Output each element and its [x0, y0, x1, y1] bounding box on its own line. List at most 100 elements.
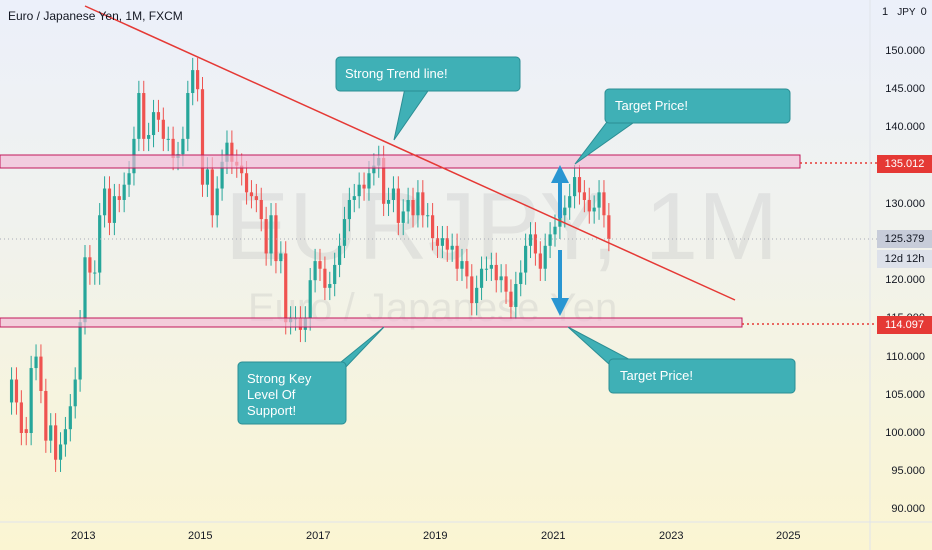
candle-up: [342, 219, 347, 246]
candle-down: [259, 199, 263, 220]
candle-down: [254, 196, 258, 200]
candle-up: [98, 215, 102, 273]
candle-down: [382, 157, 386, 204]
candle-up: [337, 245, 342, 265]
candle-down: [244, 173, 249, 193]
support-price-tag: 114.097: [877, 316, 932, 334]
candle-down: [509, 291, 513, 307]
candle-up: [191, 70, 195, 94]
candle-up: [313, 261, 317, 281]
y-tick-label: 90.000: [891, 503, 925, 516]
candle-up: [29, 368, 33, 433]
callout-target-up[interactable]: [574, 88, 791, 165]
candle-up: [563, 207, 567, 216]
candle-up: [519, 272, 523, 285]
candle-down: [284, 253, 288, 323]
candle-down: [602, 192, 606, 216]
candle-up: [93, 272, 97, 274]
callout-target-up-text: Target Price!: [615, 98, 688, 113]
candle-down: [587, 199, 591, 212]
callout-target-down[interactable]: [567, 326, 796, 394]
candle-up: [367, 173, 371, 189]
candle-up: [186, 93, 190, 139]
candle-up: [592, 207, 596, 212]
candle-down: [470, 276, 474, 304]
candle-down: [230, 142, 234, 162]
candle-down: [240, 165, 244, 174]
candle-down: [431, 215, 435, 239]
x-tick-label: 2025: [776, 530, 801, 542]
y-tick-label: 95.000: [891, 465, 925, 478]
callout-support-text: Strong Key Level Of Support!: [247, 371, 311, 419]
candle-up: [553, 226, 557, 235]
candle-down: [107, 188, 112, 223]
candle-down: [465, 261, 469, 277]
support-zone[interactable]: [0, 317, 743, 328]
candle-up: [572, 177, 577, 197]
y-tick-label: 145.000: [885, 83, 925, 96]
candle-up: [475, 287, 479, 304]
candle-up: [372, 165, 376, 174]
callout-support-line2: Level Of: [247, 387, 296, 402]
candle-up: [9, 379, 14, 403]
candle-down: [161, 119, 165, 139]
callout-trend[interactable]: [335, 56, 521, 141]
candle-down: [318, 261, 322, 269]
candle-up: [484, 268, 489, 270]
y-tick-label: 110.000: [886, 350, 925, 363]
candle-up: [63, 429, 68, 445]
candle-up: [58, 444, 63, 460]
candles-layer: [9, 57, 611, 472]
candle-down: [582, 192, 586, 200]
candle-down: [577, 177, 582, 193]
candle-up: [127, 173, 131, 185]
candle-down: [249, 192, 254, 197]
candle-up: [450, 245, 454, 250]
candle-down: [607, 215, 611, 239]
candle-up: [597, 192, 601, 208]
candle-up: [147, 135, 151, 139]
candle-up: [352, 196, 356, 200]
resistance-zone[interactable]: [0, 154, 801, 169]
candle-up: [137, 93, 141, 139]
candle-down: [533, 234, 538, 254]
currency-label[interactable]: 1 JPY 0: [882, 6, 927, 18]
candle-up: [347, 199, 351, 220]
target-down-arrow[interactable]: [551, 250, 569, 316]
candle-down: [156, 112, 161, 120]
candle-up: [489, 264, 493, 269]
candle-up: [102, 188, 107, 216]
callout-support[interactable]: [237, 326, 385, 425]
watermark-symbol: EURJPY, 1M: [225, 173, 779, 280]
candle-up: [220, 161, 224, 189]
y-tick-label: 130.000: [885, 197, 925, 210]
candle-up: [401, 211, 405, 223]
candle-down: [14, 379, 19, 403]
candle-up: [568, 196, 572, 208]
target-up-arrow[interactable]: [551, 165, 569, 218]
chart-title: Euro / Japanese Yen, 1M, FXCM: [8, 9, 183, 23]
x-tick-label: 2023: [659, 530, 684, 542]
candle-up: [225, 142, 229, 162]
x-tick-label: 2021: [541, 530, 566, 542]
candle-up: [78, 322, 82, 380]
candle-down: [362, 184, 366, 189]
candle-up: [528, 234, 533, 246]
candle-down: [445, 238, 449, 250]
candle-up: [166, 138, 170, 140]
y-tick-label: 140.000: [885, 121, 925, 134]
candle-up: [34, 356, 38, 369]
resistance-price-tag: 135.012: [877, 155, 932, 173]
candle-down: [54, 425, 58, 460]
candle-down: [323, 268, 327, 288]
trend-line[interactable]: [84, 5, 736, 301]
candle-up: [68, 406, 72, 430]
candle-up: [391, 188, 396, 200]
candle-up: [543, 245, 547, 269]
candle-down: [274, 215, 278, 262]
candle-up: [416, 192, 420, 216]
candle-down: [455, 245, 459, 269]
candle-down: [411, 199, 415, 216]
